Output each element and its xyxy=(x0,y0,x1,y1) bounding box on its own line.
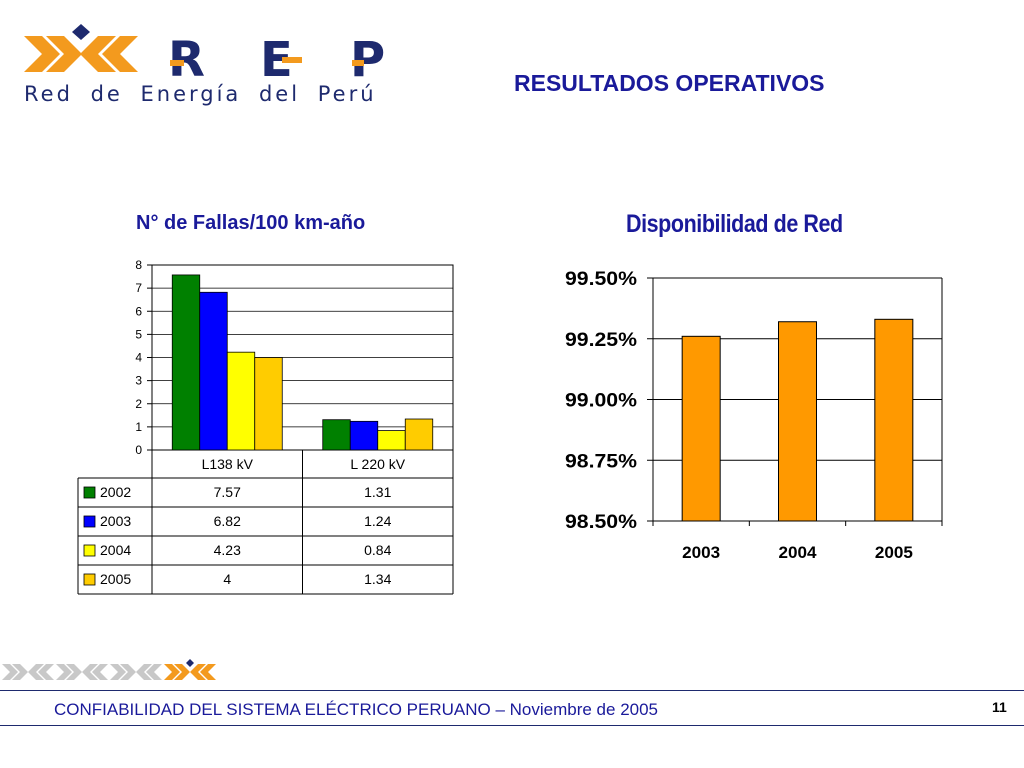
y-tick-label: 3 xyxy=(135,374,142,388)
data-label: 1.31 xyxy=(364,484,391,500)
bar xyxy=(404,418,434,451)
availability-chart-title: Disponibilidad de Red xyxy=(626,210,843,238)
data-label: 4 xyxy=(223,571,231,587)
page-title: RESULTADOS OPERATIVOS xyxy=(514,70,825,96)
y-tick-label: 1 xyxy=(135,420,142,434)
bar xyxy=(254,357,283,451)
bar xyxy=(171,274,201,451)
x-tick-label: 2004 xyxy=(779,543,818,562)
y-tick-label: 6 xyxy=(135,304,142,318)
legend-swatch xyxy=(83,515,96,528)
logo-accent-mark xyxy=(282,57,302,63)
x-category-label: L138 kV xyxy=(202,456,254,472)
rep-logo: R E P xyxy=(24,24,385,88)
bar xyxy=(778,321,817,522)
data-label: 6.82 xyxy=(214,513,241,529)
y-tick-label: 2 xyxy=(135,397,142,411)
bar xyxy=(226,351,256,451)
legend-swatch xyxy=(83,573,96,586)
logo-accent-mark xyxy=(170,60,184,66)
data-label: 0.84 xyxy=(364,542,391,558)
footer-divider xyxy=(0,725,1024,726)
footer-divider xyxy=(0,690,1024,691)
legend-label: 2003 xyxy=(100,513,131,529)
logo-arrows-icon xyxy=(24,24,138,72)
x-tick-label: 2005 xyxy=(875,543,913,562)
y-tick-label: 8 xyxy=(135,258,142,272)
fallas-chart: 0 1 2 3 4 5 6 7 8 L138 kV L 220 kV 2002 7.57 1.31 2003… xyxy=(77,258,454,595)
logo-subtitle: Red de Energía del Perú xyxy=(24,82,377,106)
legend-label: 2004 xyxy=(100,542,131,558)
y-tick-label: 4 xyxy=(135,351,142,365)
bar xyxy=(377,430,406,451)
bar xyxy=(322,419,351,451)
bar xyxy=(681,335,721,522)
y-tick-label: 99.25% xyxy=(565,330,637,351)
legend-swatch xyxy=(83,486,96,499)
availability-chart: 98.50% 98.75% 99.00% 99.25% 99.50% 2003 2004 20… xyxy=(565,269,943,562)
y-tick-label: 98.75% xyxy=(565,451,637,472)
data-label: 7.57 xyxy=(214,484,241,500)
bar xyxy=(199,291,228,451)
legend-swatch xyxy=(83,544,96,557)
data-label: 1.34 xyxy=(364,571,391,587)
legend-label: 2005 xyxy=(100,571,131,587)
fallas-chart-title: N° de Fallas/100 km-año xyxy=(136,212,366,234)
y-tick-label: 98.50% xyxy=(565,512,637,533)
y-tick-label: 7 xyxy=(135,281,142,295)
legend-label: 2002 xyxy=(100,484,131,500)
data-label: 4.23 xyxy=(214,542,241,558)
footer-arrows-icon xyxy=(2,659,216,680)
bar xyxy=(874,318,914,522)
y-tick-label: 99.50% xyxy=(565,269,637,290)
data-label: 1.24 xyxy=(364,513,391,529)
y-tick-label: 0 xyxy=(135,443,142,457)
y-tick-label: 99.00% xyxy=(565,391,637,412)
y-tick-label: 5 xyxy=(135,327,142,341)
logo-accent-mark xyxy=(352,60,364,66)
page-number: 11 xyxy=(992,699,1007,715)
footer-text: CONFIABILIDAD DEL SISTEMA ELÉCTRICO PERU… xyxy=(54,700,659,719)
x-tick-label: 2003 xyxy=(682,543,720,562)
x-category-label: L 220 kV xyxy=(350,456,405,472)
bar xyxy=(349,420,379,451)
